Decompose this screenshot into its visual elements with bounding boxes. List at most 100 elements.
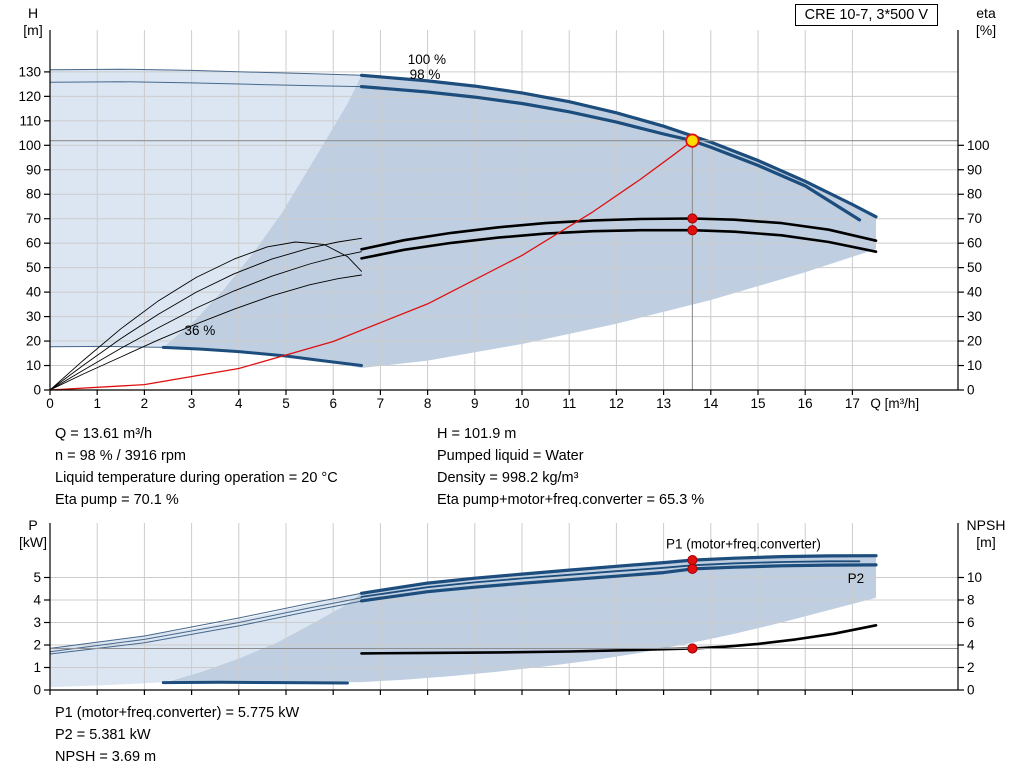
eta-arc-4 <box>49 274 362 391</box>
curve-p1-98 <box>360 560 861 598</box>
readout-liquid-temp: Liquid temperature during operation = 20… <box>55 470 338 486</box>
y-left-tick-label: 70 <box>26 211 41 226</box>
y-left-tick-label: 0 <box>33 683 41 698</box>
x-tick-label: 15 <box>750 396 765 411</box>
curve-p1 <box>359 554 878 595</box>
x-tick-label: 10 <box>514 396 529 411</box>
y-left-tick-label: 100 <box>18 138 41 153</box>
readout-npsh: NPSH = 3.69 m <box>55 749 157 765</box>
eta-axis-unit: [%] <box>975 22 997 38</box>
p-axis-unit: [kW] <box>19 534 47 550</box>
y-right-tick-label: 80 <box>967 187 982 202</box>
h-axis-unit: [m] <box>23 22 43 38</box>
system-curve <box>49 140 694 391</box>
eta-arc-2 <box>49 237 362 391</box>
npsh-axis-symbol: NPSH <box>966 517 1006 533</box>
x-tick-label: 3 <box>188 396 196 411</box>
power-npsh-chart: 0 1 2 3 4 5 0 2 4 6 8 10 P1 (motor+freq.converter) P2 <box>33 523 982 698</box>
y-right-tick-label: 0 <box>967 383 975 398</box>
y-left-tick-label: 30 <box>26 309 41 324</box>
y-left-tick-label: 4 <box>33 593 41 608</box>
eta-total <box>360 228 878 260</box>
x-tick-label: 16 <box>798 396 813 411</box>
y-right-tick-label: 30 <box>967 309 982 324</box>
x-tick-label: 7 <box>377 396 385 411</box>
x-axis-label: Q [m³/h] <box>870 396 919 411</box>
eta-total-point <box>687 225 698 236</box>
y-left-tick-label: 1 <box>33 660 41 675</box>
y-left-tick-label: 80 <box>26 187 41 202</box>
y-right-tick-label: 10 <box>967 570 982 585</box>
x-tick-label: 0 <box>46 396 54 411</box>
p-fan-3 <box>49 600 362 655</box>
npsh-axis-unit: [m] <box>976 534 996 550</box>
curve-36 <box>161 345 363 367</box>
eta-pump-point <box>687 213 698 224</box>
curve-label: P2 <box>848 571 865 586</box>
curve-label: 100 % <box>408 52 446 67</box>
p-axis-symbol: P <box>28 517 38 533</box>
curve-label: P1 (motor+freq.converter) <box>666 536 821 551</box>
x-tick-label: 17 <box>845 396 860 411</box>
top-readouts-right: H = 101.9 m Pumped liquid = Water Densit… <box>437 423 704 511</box>
eta-arc-3 <box>49 251 362 391</box>
y-right-tick-label: 60 <box>967 236 982 251</box>
npsh-axis-title: NPSH [m] <box>954 517 1018 551</box>
y-left-tick-label: 5 <box>33 570 41 585</box>
y-right-tick-label: 0 <box>967 683 975 698</box>
readout-speed: n = 98 % / 3916 rpm <box>55 448 186 464</box>
y-right-tick-label: 100 <box>967 138 990 153</box>
operating-point[interactable] <box>685 133 700 148</box>
readout-head: H = 101.9 m <box>437 426 517 442</box>
readout-q: Q = 13.61 m³/h <box>55 426 153 442</box>
y-right-tick-label: 2 <box>967 660 975 675</box>
eta-axis-title: eta [%] <box>956 5 1016 39</box>
y-left-tick-label: 3 <box>33 615 41 630</box>
readout-p2: P2 = 5.381 kW <box>55 727 151 743</box>
x-tick-label: 5 <box>282 396 290 411</box>
x-tick-label: 4 <box>235 396 243 411</box>
y-left-tick-label: 130 <box>18 64 41 79</box>
curve-label: 36 % <box>185 323 216 338</box>
npsh-point <box>687 643 698 654</box>
x-tick-label: 12 <box>609 396 624 411</box>
qh-chart: 0102030405060708090100110120130010203040… <box>18 30 990 411</box>
x-tick-label: 6 <box>329 396 337 411</box>
y-right-tick-label: 70 <box>967 211 982 226</box>
x-tick-label: 13 <box>656 396 671 411</box>
p2-point <box>687 563 698 575</box>
eta-pump <box>360 217 878 251</box>
y-left-tick-label: 110 <box>19 113 41 128</box>
p-envelope-main <box>163 555 877 683</box>
eta-axis-symbol: eta <box>976 5 996 21</box>
curve-label: 98 % <box>410 67 441 82</box>
y-left-tick-label: 60 <box>26 236 41 251</box>
envelope-left <box>50 69 362 348</box>
curve-p-36 <box>161 680 349 685</box>
top-readouts-left: Q = 13.61 m³/h n = 98 % / 3916 rpm Liqui… <box>55 423 338 511</box>
eta-arc-1 <box>49 241 362 391</box>
y-left-tick-label: 120 <box>18 89 41 104</box>
y-right-tick-label: 20 <box>967 334 982 349</box>
x-tick-label: 2 <box>141 396 149 411</box>
x-tick-label: 11 <box>562 396 576 411</box>
readout-p1: P1 (motor+freq.converter) = 5.775 kW <box>55 705 300 721</box>
bottom-readouts: P1 (motor+freq.converter) = 5.775 kW P2 … <box>55 702 299 768</box>
pump-model-label: CRE 10-7, 3*500 V <box>794 4 938 26</box>
curve-100-thin <box>49 68 362 76</box>
y-right-tick-label: 40 <box>967 285 982 300</box>
y-right-tick-label: 4 <box>967 638 975 653</box>
readout-pumped-liquid: Pumped liquid = Water <box>437 448 584 464</box>
p-fan-2 <box>49 597 362 653</box>
curve-36-thin <box>49 345 164 348</box>
x-tick-label: 1 <box>93 396 101 411</box>
curve-100 <box>359 73 878 219</box>
p1-point <box>687 554 698 566</box>
x-tick-label: 8 <box>424 396 432 411</box>
curve-98 <box>359 84 862 222</box>
h-axis-title: H [m] <box>12 5 54 39</box>
p-fan-1 <box>49 592 362 649</box>
readout-eta-pump: Eta pump = 70.1 % <box>55 492 179 508</box>
y-left-tick-label: 10 <box>26 358 41 373</box>
